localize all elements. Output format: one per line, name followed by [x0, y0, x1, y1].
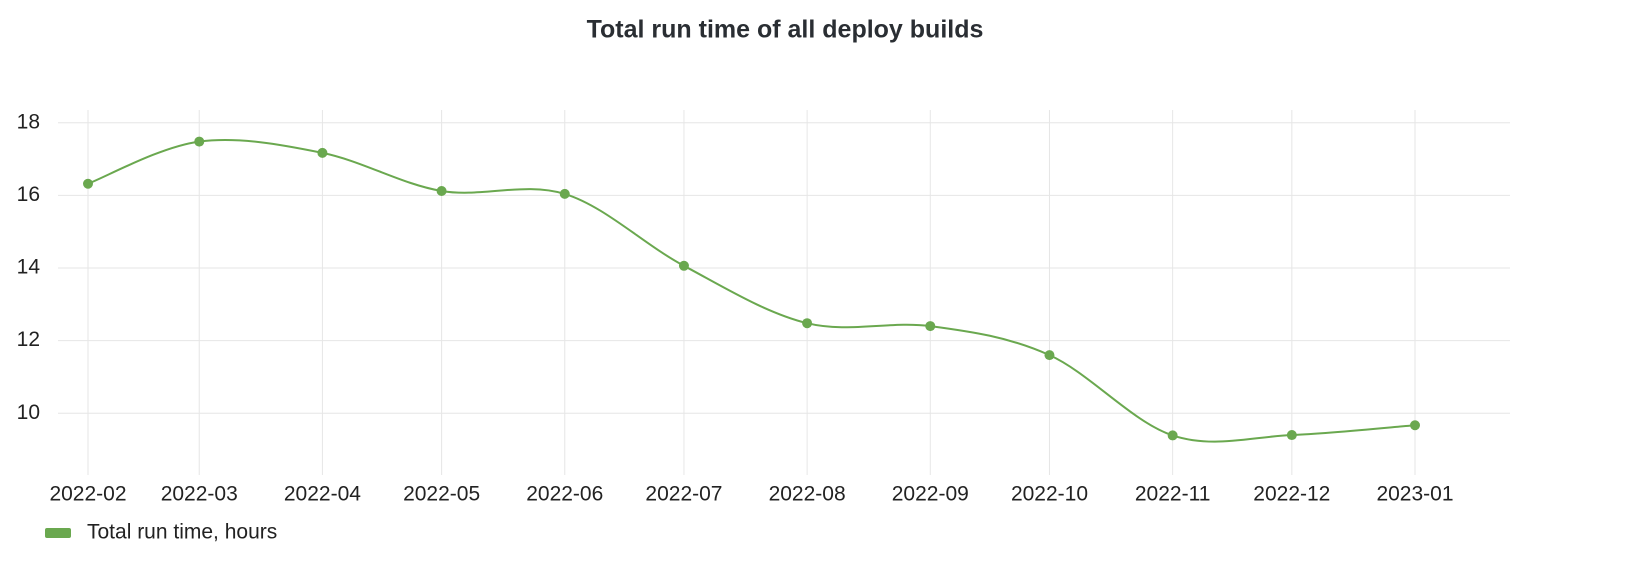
series-line: [87, 139, 1416, 443]
x-tick-label: 2022-08: [769, 483, 846, 506]
x-tick-label: 2022-11: [1135, 483, 1211, 506]
legend-swatch: [45, 528, 71, 538]
x-tick-label: 2022-04: [284, 483, 361, 506]
data-point: [1167, 430, 1178, 441]
legend-label: Total run time, hours: [87, 521, 277, 544]
y-tick-label: 18: [17, 110, 40, 133]
x-tick-label: 2022-06: [526, 483, 603, 506]
data-point: [925, 321, 936, 332]
data-point: [802, 318, 813, 329]
data-point: [317, 147, 328, 158]
data-point: [83, 178, 93, 189]
data-point: [1286, 430, 1297, 441]
data-point: [1044, 350, 1055, 361]
chart-title: Total run time of all deploy builds: [587, 16, 984, 44]
data-point: [559, 188, 570, 199]
y-tick-label: 12: [17, 328, 40, 351]
x-tick-label: 2022-05: [403, 483, 480, 506]
x-tick-label: 2022-02: [49, 483, 126, 506]
x-tick-label: 2022-09: [892, 483, 969, 506]
y-tick-label: 16: [17, 183, 40, 206]
data-point: [1410, 420, 1420, 431]
y-tick-label: 14: [17, 256, 41, 279]
x-tick-label: 2022-03: [161, 483, 238, 506]
y-tick-label: 10: [17, 401, 40, 424]
data-point: [194, 136, 205, 147]
x-tick-label: 2023-01: [1376, 483, 1453, 506]
data-point: [678, 260, 689, 271]
data-point: [436, 185, 447, 196]
x-tick-label: 2022-07: [645, 483, 722, 506]
x-tick-label: 2022-12: [1253, 483, 1330, 506]
x-tick-label: 2022-10: [1011, 483, 1088, 506]
